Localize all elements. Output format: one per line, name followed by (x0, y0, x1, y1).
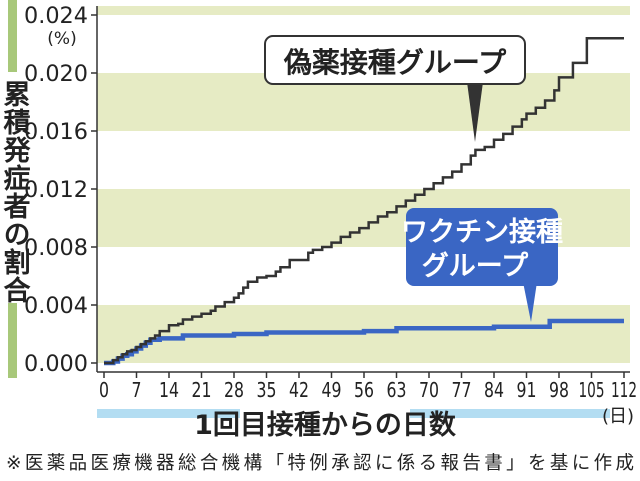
vaccine-callout-line1: ワクチン接種 (401, 217, 563, 248)
x-title-bar-right (410, 409, 610, 418)
x-tick-label: 42 (289, 378, 309, 402)
y-tick-label: 0.004 (24, 294, 88, 319)
y-title-bar-bottom (8, 303, 17, 378)
x-axis-ticks: 0 7 14 21 28 35 42 49 56 63 70 77 84 91 98 105 112 (99, 372, 637, 402)
x-tick-label: 21 (192, 378, 212, 402)
series-line-placebo (104, 36, 624, 365)
x-tick-label: 28 (224, 378, 244, 402)
x-tick-label: 70 (419, 378, 439, 402)
y-tick-label: 0.016 (24, 120, 88, 145)
x-tick-label: 14 (159, 378, 179, 402)
x-title-bar-left (97, 409, 240, 418)
band (97, 6, 630, 15)
x-tick-label: 98 (549, 378, 569, 402)
x-tick-label: 35 (257, 378, 277, 402)
y-tick-label: 0.000 (24, 352, 88, 377)
x-axis-title: 1回目接種からの日数 (194, 410, 457, 441)
y-tick-label: 0.020 (24, 62, 88, 87)
y-axis-ticks: 0.000 0.004 0.008 0.012 0.016 0.020 0.024 (24, 4, 97, 377)
series-line-vaccine (104, 318, 624, 366)
x-tick-label: 77 (452, 378, 472, 402)
y-axis-title: 累積発症者の割合 (0, 80, 31, 303)
x-tick-label: 91 (517, 378, 537, 402)
y-tick-label: 0.008 (24, 236, 88, 261)
x-tick-label: 7 (132, 378, 142, 402)
y-tick-label: 0.012 (24, 178, 88, 203)
placebo-callout-label: 偽薬接種グループ (283, 46, 507, 79)
y-unit: (%) (47, 29, 76, 49)
series-lines (104, 36, 624, 366)
x-tick-label: 63 (387, 378, 407, 402)
y-tick-label: 0.024 (24, 4, 88, 29)
y-title-bar-top (8, 0, 17, 72)
vaccine-callout-line2: グループ (422, 250, 529, 282)
x-tick-label: 84 (484, 378, 504, 402)
footnote: ※医薬品医療機器総合機構「特例承認に係る報告書」を基に作成 (6, 453, 634, 474)
x-tick-label: 105 (579, 378, 605, 402)
placebo-callout: 偽薬接種グループ (264, 35, 526, 142)
x-tick-label: 49 (322, 378, 342, 402)
x-tick-label: 56 (354, 378, 374, 402)
x-tick-label: 112 (611, 378, 637, 402)
vaccine-callout: ワクチン接種 グループ (401, 208, 563, 322)
x-tick-label: 0 (99, 378, 109, 402)
x-unit: (日) (602, 406, 634, 427)
